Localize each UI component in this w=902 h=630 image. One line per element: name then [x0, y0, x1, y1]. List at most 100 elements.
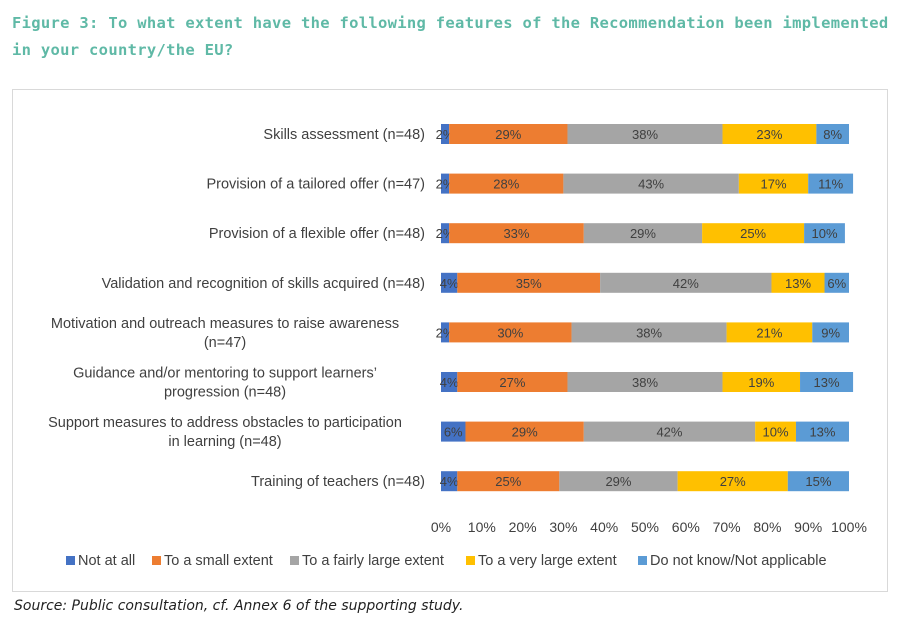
bar-segment [567, 124, 723, 144]
legend-swatch [466, 556, 475, 565]
data-label: 25% [495, 474, 521, 489]
bar-segment [583, 421, 756, 442]
data-label: 13% [809, 425, 835, 440]
data-label: 35% [516, 276, 542, 291]
legend-swatch [290, 556, 299, 565]
bar-segment [677, 471, 788, 492]
bar-segment [441, 372, 458, 392]
chart-frame [12, 89, 888, 592]
bar-segment [465, 421, 584, 442]
legend-label: To a small extent [164, 553, 273, 569]
bar-segment [824, 272, 849, 293]
bar-segment [449, 223, 584, 244]
x-tick-label: 40% [590, 519, 618, 535]
bar-segment [804, 223, 845, 244]
data-label: 42% [656, 425, 682, 440]
legend-swatch [152, 556, 161, 565]
category-label: Support measures to address obstacles to… [48, 415, 402, 450]
bar-segment [449, 322, 572, 343]
legend-swatch [638, 556, 647, 565]
bar-segment [457, 471, 560, 492]
legend-label: To a fairly large extent [302, 553, 444, 569]
x-tick-label: 50% [631, 519, 659, 535]
bar-segment [583, 223, 703, 244]
x-tick-label: 0% [431, 519, 451, 535]
category-label: Skills assessment (n=48) [263, 127, 425, 143]
data-label: 23% [756, 127, 782, 142]
bar-segment [441, 223, 450, 244]
data-label: 11% [818, 177, 843, 192]
bar-segment [559, 471, 678, 492]
data-label: 43% [638, 177, 664, 192]
bar-segment [771, 272, 825, 293]
x-tick-label: 20% [509, 519, 537, 535]
data-label: 8% [823, 127, 842, 142]
data-label: 21% [756, 325, 782, 340]
bar-segment [441, 421, 466, 442]
category-label: Validation and recognition of skills acq… [102, 276, 425, 292]
data-label: 38% [632, 127, 658, 142]
x-tick-label: 70% [713, 519, 741, 535]
bar-segment [441, 322, 450, 343]
legend-label: To a very large extent [478, 553, 617, 569]
data-label: 29% [495, 127, 521, 142]
data-label: 10% [812, 226, 838, 241]
data-label: 13% [785, 276, 811, 291]
data-label: 19% [748, 375, 774, 390]
bar-segment [457, 272, 601, 293]
data-label: 27% [499, 375, 525, 390]
bar-segment [787, 471, 849, 492]
x-tick-label: 90% [794, 519, 822, 535]
legend-swatch [66, 556, 75, 565]
bar-segment [738, 173, 809, 194]
figure-title: Figure 3: To what extent have the follow… [12, 14, 889, 59]
bar-segment [722, 124, 817, 144]
data-label: 4% [440, 474, 459, 489]
data-label: 6% [444, 425, 463, 440]
x-tick-label: 30% [549, 519, 577, 535]
bar-segment [702, 223, 805, 244]
data-label: 38% [632, 375, 658, 390]
bar-segment [722, 372, 801, 392]
bar-segment [755, 421, 796, 442]
figure-source: Source: Public consultation, cf. Annex 6… [14, 598, 464, 614]
legend-label: Not at all [78, 553, 135, 569]
data-label: 38% [636, 325, 662, 340]
data-label: 4% [440, 276, 459, 291]
bar-segment [449, 124, 568, 144]
legend-label: Do not know/Not applicable [650, 553, 827, 569]
bar-segment [795, 421, 849, 442]
data-label: 13% [814, 375, 840, 390]
category-label: Provision of a tailored offer (n=47) [206, 177, 425, 193]
data-label: 9% [821, 325, 840, 340]
category-label: Guidance and/or mentoring to support lea… [73, 366, 377, 401]
x-tick-label: 60% [672, 519, 700, 535]
bar-segment [441, 272, 458, 293]
bar-segment [816, 124, 849, 144]
data-label: 27% [720, 474, 746, 489]
data-label: 15% [805, 474, 831, 489]
bar-segment [449, 173, 564, 194]
data-label: 42% [673, 276, 699, 291]
bar-segment [567, 372, 723, 392]
data-label: 25% [740, 226, 766, 241]
data-label: 28% [493, 177, 519, 192]
data-label: 29% [512, 425, 538, 440]
bar-segment [812, 322, 849, 343]
bar-segment [441, 124, 450, 144]
bar-segment [457, 372, 568, 392]
data-label: 29% [605, 474, 631, 489]
data-label: 29% [630, 226, 656, 241]
bar-segment [571, 322, 727, 343]
bar-segment [800, 372, 854, 392]
data-label: 33% [503, 226, 529, 241]
x-tick-label: 100% [831, 519, 867, 535]
data-label: 30% [497, 325, 523, 340]
bar-segment [726, 322, 813, 343]
category-label: Provision of a flexible offer (n=48) [209, 226, 425, 242]
x-tick-label: 10% [468, 519, 496, 535]
bar-segment [441, 173, 450, 194]
bar-segment [441, 471, 458, 492]
x-tick-label: 80% [753, 519, 781, 535]
category-label: Motivation and outreach measures to rais… [51, 316, 399, 351]
